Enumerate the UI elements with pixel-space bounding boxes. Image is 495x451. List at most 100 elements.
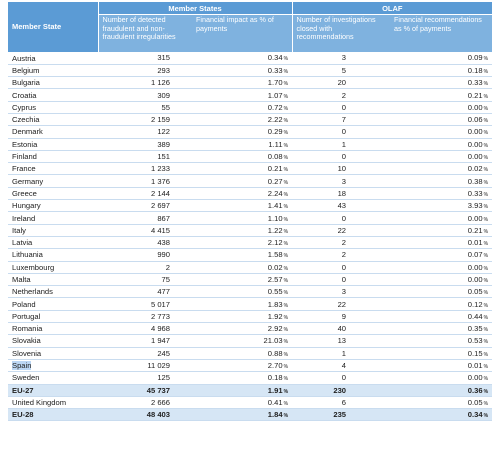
percent-sign: % (483, 400, 489, 407)
member-state-cell: Cyprus (8, 101, 98, 114)
investigations-cell: 3 (292, 285, 391, 299)
member-state-cell-value: Italy (12, 225, 26, 235)
recommendations-cell-value: 0.53 (467, 336, 483, 346)
member-state-cell: Sweden (8, 371, 98, 385)
irregularities-cell-value: 11 029 (147, 361, 170, 371)
recommendations-cell: 0.53% (390, 334, 493, 348)
table-body: Austria 315 0.34% 3 0.09% Belgium 293 0.33% 5 0.1… (8, 52, 493, 422)
percent-sign: % (283, 241, 289, 248)
financial-impact-cell-value: 1.70 (267, 78, 283, 88)
investigations-cell: 3 (292, 174, 391, 188)
irregularities-cell-value: 1 947 (150, 336, 170, 346)
percent-sign: % (483, 339, 489, 346)
financial-impact-cell: 1.58% (192, 248, 293, 262)
irregularities-cell-value: 2 666 (150, 397, 170, 407)
recommendations-cell-value: 0.12 (467, 299, 483, 309)
percent-sign: % (483, 81, 489, 88)
investigations-cell: 1 (292, 138, 391, 151)
investigations-cell-value: 20 (337, 78, 347, 88)
financial-impact-cell: 1.92% (192, 310, 293, 324)
irregularities-cell: 2 (98, 261, 192, 274)
member-state-cell-value: Croatia (12, 90, 37, 100)
irregularities-cell: 2 697 (98, 199, 192, 213)
recommendations-cell: 0.05% (390, 396, 493, 410)
investigations-cell: 3 (292, 52, 391, 65)
irregularities-cell-value: 293 (157, 65, 170, 75)
irregularities-cell: 75 (98, 273, 192, 287)
investigations-cell-value: 1 (341, 348, 347, 358)
percent-sign: % (283, 314, 289, 321)
irregularities-cell-value: 75 (161, 274, 170, 284)
irregularities-cell: 2 773 (98, 310, 192, 324)
table-row: Poland 5 017 1.83% 22 0.12% (8, 297, 493, 311)
recommendations-cell-value: 0.34 (467, 410, 483, 420)
investigations-cell: 13 (292, 334, 391, 348)
financial-impact-cell-value: 2.24 (267, 188, 283, 198)
member-state-cell: Slovenia (8, 347, 98, 360)
recommendations-cell: 0.07% (390, 248, 493, 262)
percent-sign: % (483, 302, 489, 309)
financial-impact-cell-value: 1.84 (267, 410, 283, 420)
table-row: Austria 315 0.34% 3 0.09% (8, 52, 493, 65)
member-state-cell: Spain (8, 359, 98, 373)
irregularities-cell: 4 968 (98, 322, 192, 336)
member-state-cell: France (8, 162, 98, 176)
investigations-cell: 22 (292, 297, 391, 311)
percent-sign: % (283, 56, 289, 63)
member-state-cell-value: Portugal (12, 311, 41, 321)
percent-sign: % (283, 204, 289, 211)
recommendations-cell: 0.21% (390, 224, 493, 237)
financial-impact-cell-value: 0.21 (267, 164, 283, 174)
irregularities-cell-value: 2 (165, 262, 170, 272)
recommendations-cell: 0.33% (390, 76, 493, 90)
table-row: Denmark 122 0.29% 0 0.00% (8, 125, 493, 139)
percent-sign: % (283, 290, 289, 297)
percent-sign: % (283, 216, 289, 223)
financial-impact-cell-value: 1.22 (267, 225, 283, 235)
recommendations-cell-value: 0.00 (467, 152, 483, 162)
table-row: Romania 4 968 2.92% 40 0.35% (8, 322, 493, 336)
financial-impact-cell: 0.34% (192, 52, 293, 65)
percent-sign: % (483, 376, 489, 383)
recommendations-cell: 0.09% (390, 52, 493, 65)
investigations-cell-value: 0 (341, 127, 347, 137)
financial-impact-cell-value: 1.07 (267, 90, 283, 100)
investigations-cell: 0 (292, 211, 391, 225)
recommendations-cell-value: 0.02 (467, 164, 483, 174)
investigations-cell-value: 5 (341, 65, 347, 75)
percent-sign: % (483, 167, 489, 174)
table-row: Slovenia 245 0.88% 1 0.15% (8, 347, 493, 360)
investigations-cell: 230 (292, 384, 391, 397)
recommendations-cell-value: 3.93 (467, 201, 483, 211)
recommendations-cell-value: 0.21 (467, 90, 483, 100)
member-state-cell-value: Malta (12, 274, 31, 284)
irregularities-cell-value: 2 697 (150, 201, 170, 211)
investigations-cell: 43 (292, 199, 391, 213)
percent-sign: % (283, 400, 289, 407)
irregularities-cell-value: 1 233 (150, 164, 170, 174)
recommendations-cell: 0.34% (390, 408, 493, 422)
member-state-cell: Austria (8, 52, 98, 65)
member-state-cell-value: Lithuania (12, 250, 43, 260)
investigations-cell-value: 3 (341, 287, 347, 297)
table-row: Cyprus 55 0.72% 0 0.00% (8, 101, 493, 114)
investigations-cell-value: 40 (337, 324, 347, 334)
percent-sign: % (283, 277, 289, 284)
percent-sign: % (483, 204, 489, 211)
investigations-cell: 0 (292, 261, 391, 274)
irregularities-column-header: Number of detected fraudulent and non-fr… (97, 14, 192, 52)
table-row: Luxembourg 2 0.02% 0 0.00% (8, 261, 493, 274)
table-row: United Kingdom 2 666 0.41% 6 0.05% (8, 396, 493, 410)
investigations-cell-value: 2 (341, 90, 347, 100)
irregularities-cell-value: 990 (157, 250, 170, 260)
irregularities-cell-value: 2 144 (150, 188, 170, 198)
member-state-cell-value: Cyprus (12, 102, 37, 112)
financial-impact-cell: 0.27% (192, 174, 293, 188)
irregularities-cell: 4 415 (98, 224, 192, 237)
financial-impact-cell-value: 1.92 (267, 311, 283, 321)
percent-sign: % (283, 105, 289, 112)
irregularities-cell-value: 438 (157, 238, 170, 248)
financial-impact-cell: 0.29% (192, 125, 293, 139)
percent-sign: % (483, 364, 489, 371)
recommendations-cell-value: 0.01 (467, 361, 483, 371)
